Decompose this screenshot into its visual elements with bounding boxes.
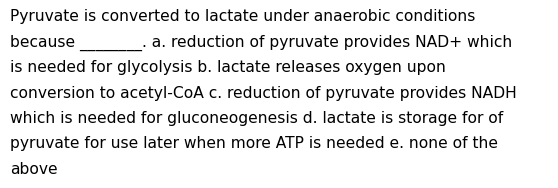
Text: which is needed for gluconeogenesis d. lactate is storage for of: which is needed for gluconeogenesis d. l… xyxy=(10,111,503,126)
Text: is needed for glycolysis b. lactate releases oxygen upon: is needed for glycolysis b. lactate rele… xyxy=(10,60,446,75)
Text: Pyruvate is converted to lactate under anaerobic conditions: Pyruvate is converted to lactate under a… xyxy=(10,9,475,24)
Text: above: above xyxy=(10,162,57,177)
Text: conversion to acetyl-CoA c. reduction of pyruvate provides NADH: conversion to acetyl-CoA c. reduction of… xyxy=(10,86,517,101)
Text: because ________. a. reduction of pyruvate provides NAD+ which: because ________. a. reduction of pyruva… xyxy=(10,35,512,51)
Text: pyruvate for use later when more ATP is needed e. none of the: pyruvate for use later when more ATP is … xyxy=(10,136,498,151)
